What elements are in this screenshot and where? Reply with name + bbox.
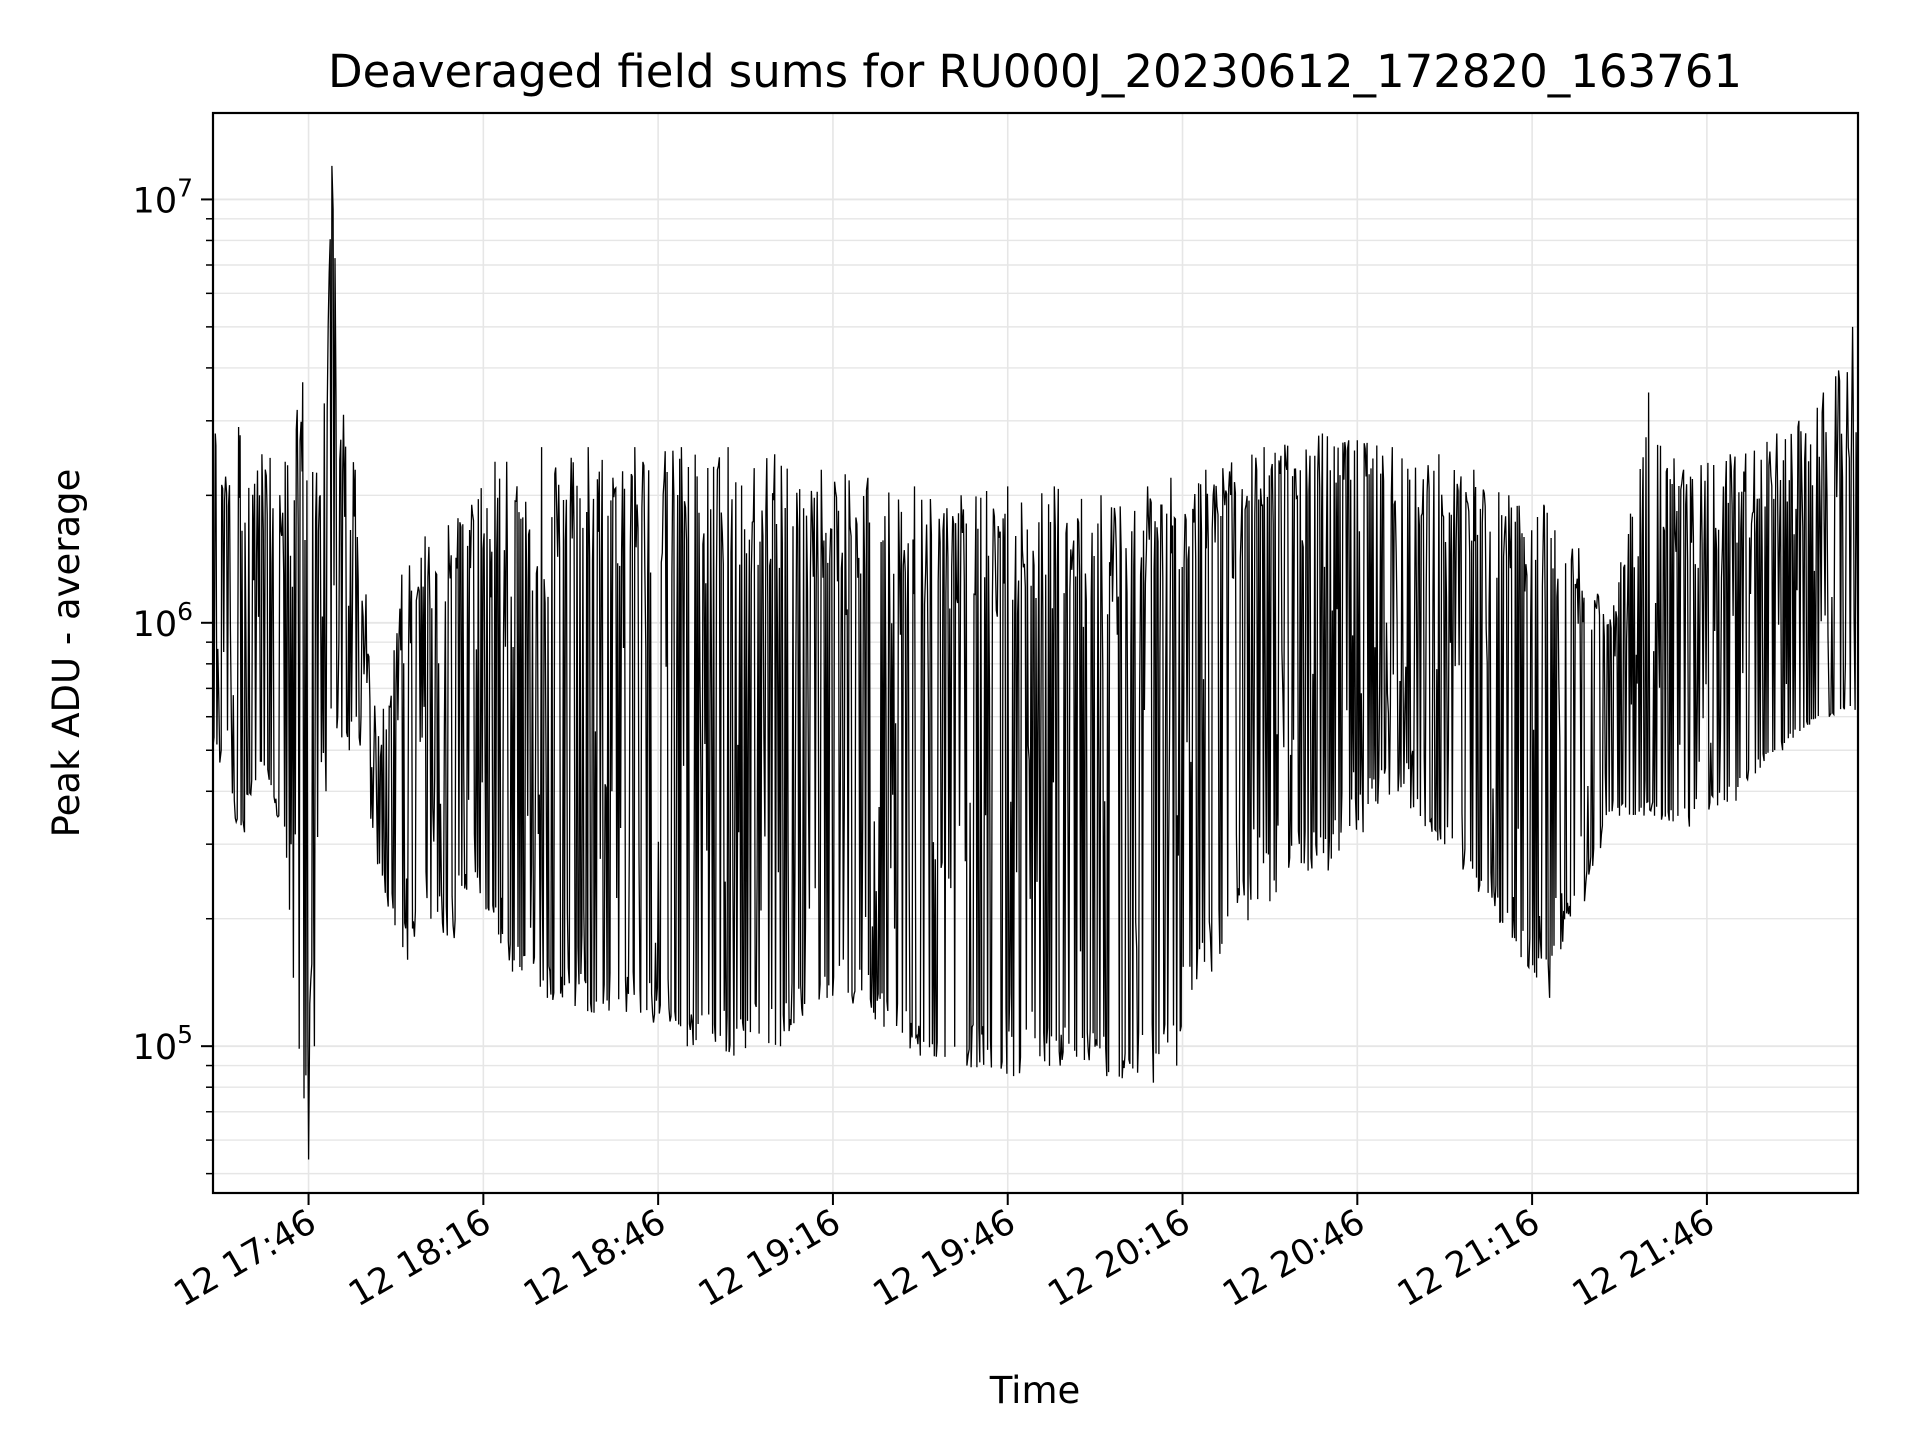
plot-frame — [211, 111, 1860, 1195]
y-tick-exponent: 5 — [177, 1020, 193, 1049]
y-tick-exponent: 7 — [177, 173, 193, 202]
y-tick-base: 10 — [133, 605, 178, 645]
y-tick-label: 105 — [133, 1020, 193, 1068]
y-tick-exponent: 6 — [177, 597, 193, 626]
chart-title: Deaveraged field sums for RU000J_2023061… — [328, 45, 1742, 98]
y-tick-base: 10 — [133, 1028, 178, 1068]
y-tick-label: 107 — [133, 173, 193, 221]
y-axis-label: Peak ADU - average — [45, 469, 88, 838]
y-tick-label: 106 — [133, 597, 193, 645]
x-axis-label: Time — [989, 1369, 1081, 1412]
y-tick-base: 10 — [133, 181, 178, 221]
series-line — [213, 165, 1858, 1160]
series-line-path — [213, 165, 1858, 1160]
